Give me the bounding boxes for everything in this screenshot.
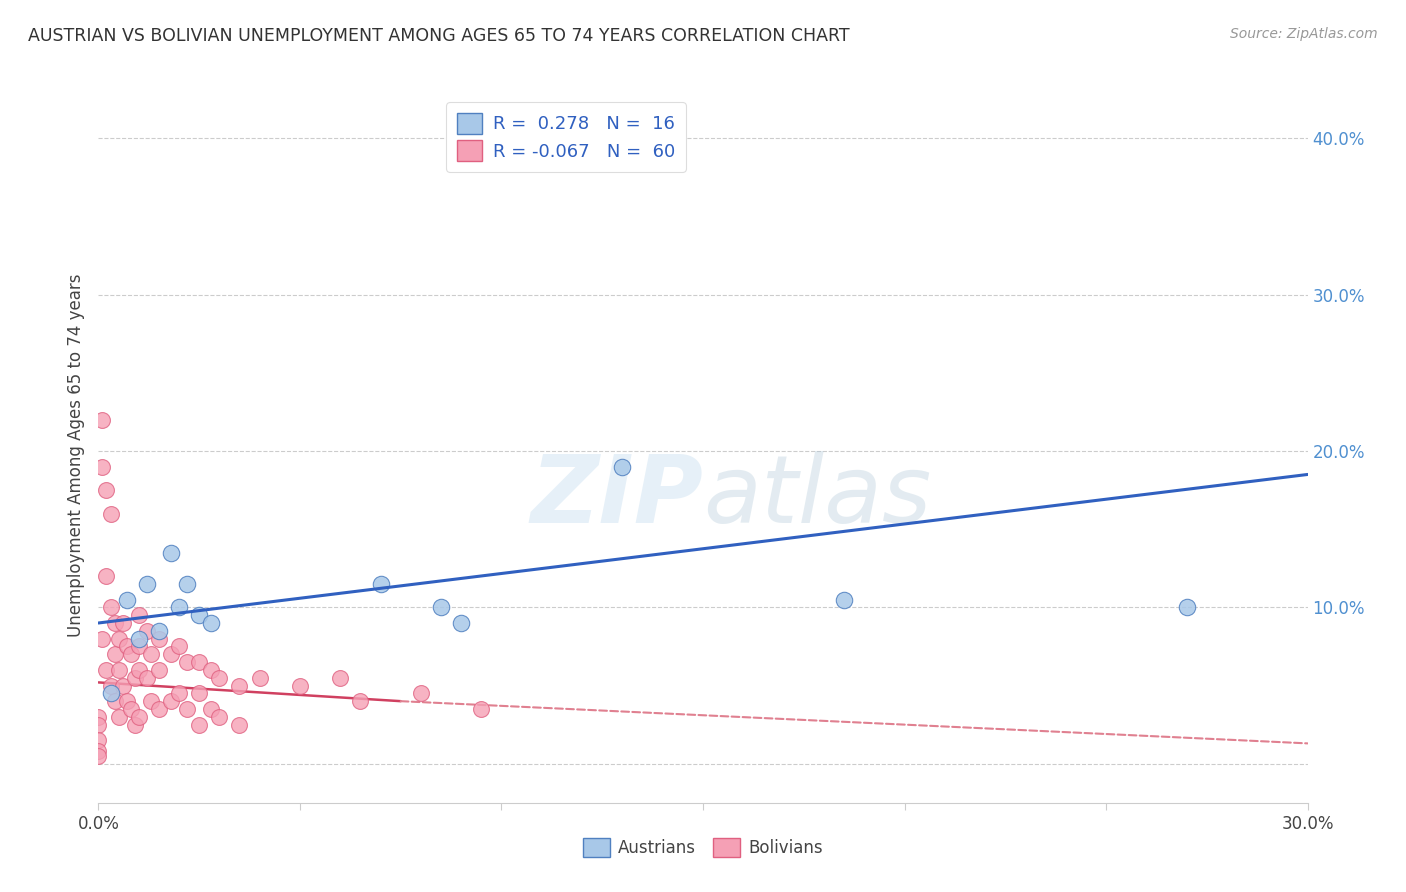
- Point: [176, 577, 198, 591]
- Y-axis label: Unemployment Among Ages 65 to 74 years: Unemployment Among Ages 65 to 74 years: [66, 273, 84, 637]
- Point: [96, 663, 118, 677]
- Point: [128, 640, 150, 654]
- Point: [115, 592, 138, 607]
- Point: [188, 717, 211, 731]
- Point: [139, 647, 162, 661]
- Point: [160, 647, 183, 661]
- Point: [120, 647, 142, 661]
- Point: [135, 624, 157, 638]
- Point: [139, 694, 162, 708]
- Point: [124, 671, 146, 685]
- Point: [167, 686, 190, 700]
- Text: ZIP: ZIP: [530, 450, 703, 542]
- Point: [832, 592, 855, 607]
- Point: [87, 733, 110, 747]
- Point: [329, 671, 352, 685]
- Point: [228, 717, 250, 731]
- Point: [188, 655, 211, 669]
- Point: [167, 640, 190, 654]
- Point: [115, 694, 138, 708]
- Point: [91, 459, 114, 474]
- Point: [470, 702, 492, 716]
- Legend: Austrians, Bolivians: Austrians, Bolivians: [576, 831, 830, 864]
- Point: [188, 686, 211, 700]
- Point: [148, 632, 170, 646]
- Point: [103, 615, 125, 630]
- Point: [128, 632, 150, 646]
- Point: [115, 640, 138, 654]
- Point: [91, 632, 114, 646]
- Point: [208, 671, 231, 685]
- Point: [349, 694, 371, 708]
- Point: [120, 702, 142, 716]
- Point: [288, 679, 311, 693]
- Point: [612, 459, 634, 474]
- Point: [148, 663, 170, 677]
- Point: [370, 577, 392, 591]
- Point: [148, 624, 170, 638]
- Point: [103, 694, 125, 708]
- Point: [111, 615, 134, 630]
- Point: [100, 600, 122, 615]
- Point: [87, 748, 110, 763]
- Point: [176, 702, 198, 716]
- Point: [100, 686, 122, 700]
- Point: [107, 710, 129, 724]
- Point: [135, 577, 157, 591]
- Point: [128, 608, 150, 623]
- Point: [167, 600, 190, 615]
- Point: [200, 663, 222, 677]
- Point: [176, 655, 198, 669]
- Text: Source: ZipAtlas.com: Source: ZipAtlas.com: [1230, 27, 1378, 41]
- Point: [160, 546, 183, 560]
- Text: atlas: atlas: [703, 451, 931, 542]
- Point: [228, 679, 250, 693]
- Point: [91, 413, 114, 427]
- Point: [200, 615, 222, 630]
- Point: [96, 569, 118, 583]
- Point: [111, 679, 134, 693]
- Point: [128, 663, 150, 677]
- Point: [107, 632, 129, 646]
- Point: [87, 710, 110, 724]
- Text: AUSTRIAN VS BOLIVIAN UNEMPLOYMENT AMONG AGES 65 TO 74 YEARS CORRELATION CHART: AUSTRIAN VS BOLIVIAN UNEMPLOYMENT AMONG …: [28, 27, 849, 45]
- Point: [87, 717, 110, 731]
- Point: [1175, 600, 1198, 615]
- Point: [100, 679, 122, 693]
- Point: [160, 694, 183, 708]
- Point: [103, 647, 125, 661]
- Point: [430, 600, 453, 615]
- Point: [450, 615, 472, 630]
- Point: [249, 671, 271, 685]
- Point: [107, 663, 129, 677]
- Point: [128, 710, 150, 724]
- Point: [124, 717, 146, 731]
- Point: [87, 744, 110, 758]
- Point: [96, 483, 118, 497]
- Point: [200, 702, 222, 716]
- Point: [208, 710, 231, 724]
- Point: [409, 686, 432, 700]
- Point: [135, 671, 157, 685]
- Point: [148, 702, 170, 716]
- Point: [188, 608, 211, 623]
- Point: [100, 507, 122, 521]
